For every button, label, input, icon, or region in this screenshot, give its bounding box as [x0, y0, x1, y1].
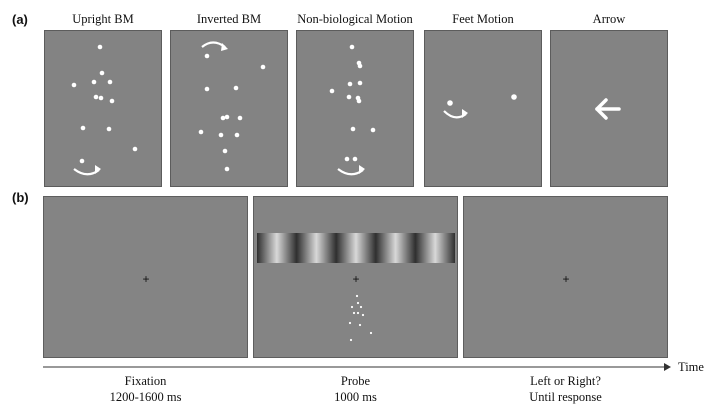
stimulus-inverted-bm [170, 30, 288, 187]
screen-fixation: + [43, 196, 248, 358]
point-light-dot [198, 129, 204, 135]
stimulus-feet-motion [424, 30, 542, 187]
condition-title-arrow: Arrow [592, 12, 626, 26]
point-light-dot [224, 114, 230, 120]
point-light-dot [349, 338, 353, 342]
caption-probe: Probe 1000 ms [253, 373, 458, 405]
point-light-dot [109, 98, 115, 104]
point-light-dot [346, 94, 352, 100]
fixation-cross: + [352, 272, 360, 286]
condition-title-feet-motion: Feet Motion [452, 12, 514, 26]
point-light-dot [357, 80, 363, 86]
caption-fixation-duration: 1200-1600 ms [109, 390, 182, 404]
point-light-dot [329, 88, 335, 94]
point-light-dot [260, 64, 266, 70]
caption-response-question: Left or Right? [530, 374, 601, 388]
point-light-dot [237, 115, 243, 121]
point-light-dot [93, 94, 99, 100]
left-arrow-icon [595, 98, 621, 120]
point-light-dot [106, 126, 112, 132]
feet-motion-dots [443, 94, 517, 119]
fixation-cross: + [142, 272, 150, 286]
condition-title-inverted-bm: Inverted BM [196, 12, 262, 26]
fixation-cross: + [562, 272, 570, 286]
point-light-dot [352, 156, 358, 162]
condition-title-non-biological-motion: Non-biological Motion [297, 12, 413, 26]
panel-b-label: (b) [12, 190, 29, 205]
point-light-dot [511, 94, 517, 100]
stimulus-arrow [550, 30, 668, 187]
point-light-dot [357, 63, 363, 69]
motion-arrow-icon [201, 41, 226, 48]
screen-probe: + [253, 196, 458, 358]
point-light-dot [71, 82, 77, 88]
panel-a-label: (a) [12, 12, 28, 27]
point-light-dot [91, 79, 97, 85]
caption-probe-name: Probe [340, 374, 371, 388]
stimulus-non-biological-motion [296, 30, 414, 187]
point-light-dot [350, 305, 354, 309]
point-light-dot [99, 70, 105, 76]
non-biological-dots [329, 44, 376, 176]
caption-response: Left or Right? Until response [463, 373, 668, 405]
point-light-dot [447, 100, 453, 106]
point-light-dot [358, 323, 362, 327]
point-light-dot [361, 313, 365, 317]
point-light-dot [356, 98, 362, 104]
point-light-dot [204, 86, 210, 92]
time-axis-arrowhead [664, 363, 671, 371]
caption-fixation-name: Fixation [124, 374, 167, 388]
point-light-dot [344, 156, 350, 162]
point-light-dot [132, 146, 138, 152]
screen-response: + [463, 196, 668, 358]
point-light-dot [352, 311, 356, 315]
grating-probe [257, 233, 455, 263]
condition-title-upright-bm: Upright BM [72, 12, 134, 26]
time-axis-label: Time [678, 360, 704, 374]
point-light-dot [80, 125, 86, 131]
caption-fixation: Fixation 1200-1600 ms [43, 373, 248, 405]
point-light-dot [347, 81, 353, 87]
point-light-dot [97, 44, 103, 50]
small-point-light-walker [348, 294, 373, 342]
stimulus-upright-bm [44, 30, 162, 187]
point-light-dot [234, 132, 240, 138]
upright-bm-dots [71, 44, 138, 176]
point-light-dot [350, 126, 356, 132]
point-light-dot [98, 95, 104, 101]
point-light-dot [204, 53, 210, 59]
point-light-dot [359, 305, 363, 309]
point-light-dot [356, 311, 360, 315]
point-light-dot [369, 331, 373, 335]
point-light-dot [218, 132, 224, 138]
point-light-dot [107, 79, 113, 85]
point-light-dot [349, 44, 355, 50]
point-light-dot [224, 166, 230, 172]
point-light-dot [233, 85, 239, 91]
arrow-stimulus [595, 98, 621, 120]
point-light-dot [348, 321, 352, 325]
inverted-bm-dots [198, 41, 266, 172]
caption-response-duration: Until response [529, 390, 602, 404]
point-light-dot [370, 127, 376, 133]
point-light-dot [222, 148, 228, 154]
point-light-dot [220, 115, 226, 121]
point-light-dot [356, 301, 360, 305]
point-light-dot [79, 158, 85, 164]
caption-probe-duration: 1000 ms [334, 390, 377, 404]
point-light-dot [355, 294, 359, 298]
